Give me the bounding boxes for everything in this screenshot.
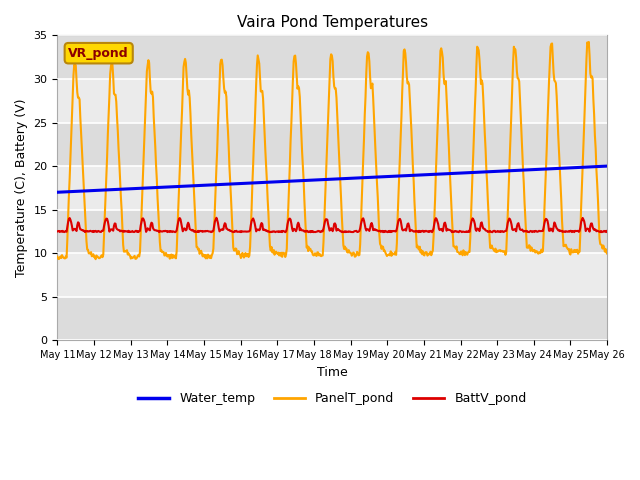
Legend: Water_temp, PanelT_pond, BattV_pond: Water_temp, PanelT_pond, BattV_pond xyxy=(133,387,532,410)
Bar xyxy=(58,122,607,166)
Bar xyxy=(58,166,607,210)
Bar xyxy=(58,210,607,253)
Y-axis label: Temperature (C), Battery (V): Temperature (C), Battery (V) xyxy=(15,99,28,277)
Bar xyxy=(58,297,607,340)
Title: Vaira Pond Temperatures: Vaira Pond Temperatures xyxy=(237,15,428,30)
X-axis label: Time: Time xyxy=(317,366,348,379)
Bar xyxy=(58,253,607,297)
Bar xyxy=(58,36,607,79)
Text: VR_pond: VR_pond xyxy=(68,47,129,60)
Bar xyxy=(58,79,607,122)
